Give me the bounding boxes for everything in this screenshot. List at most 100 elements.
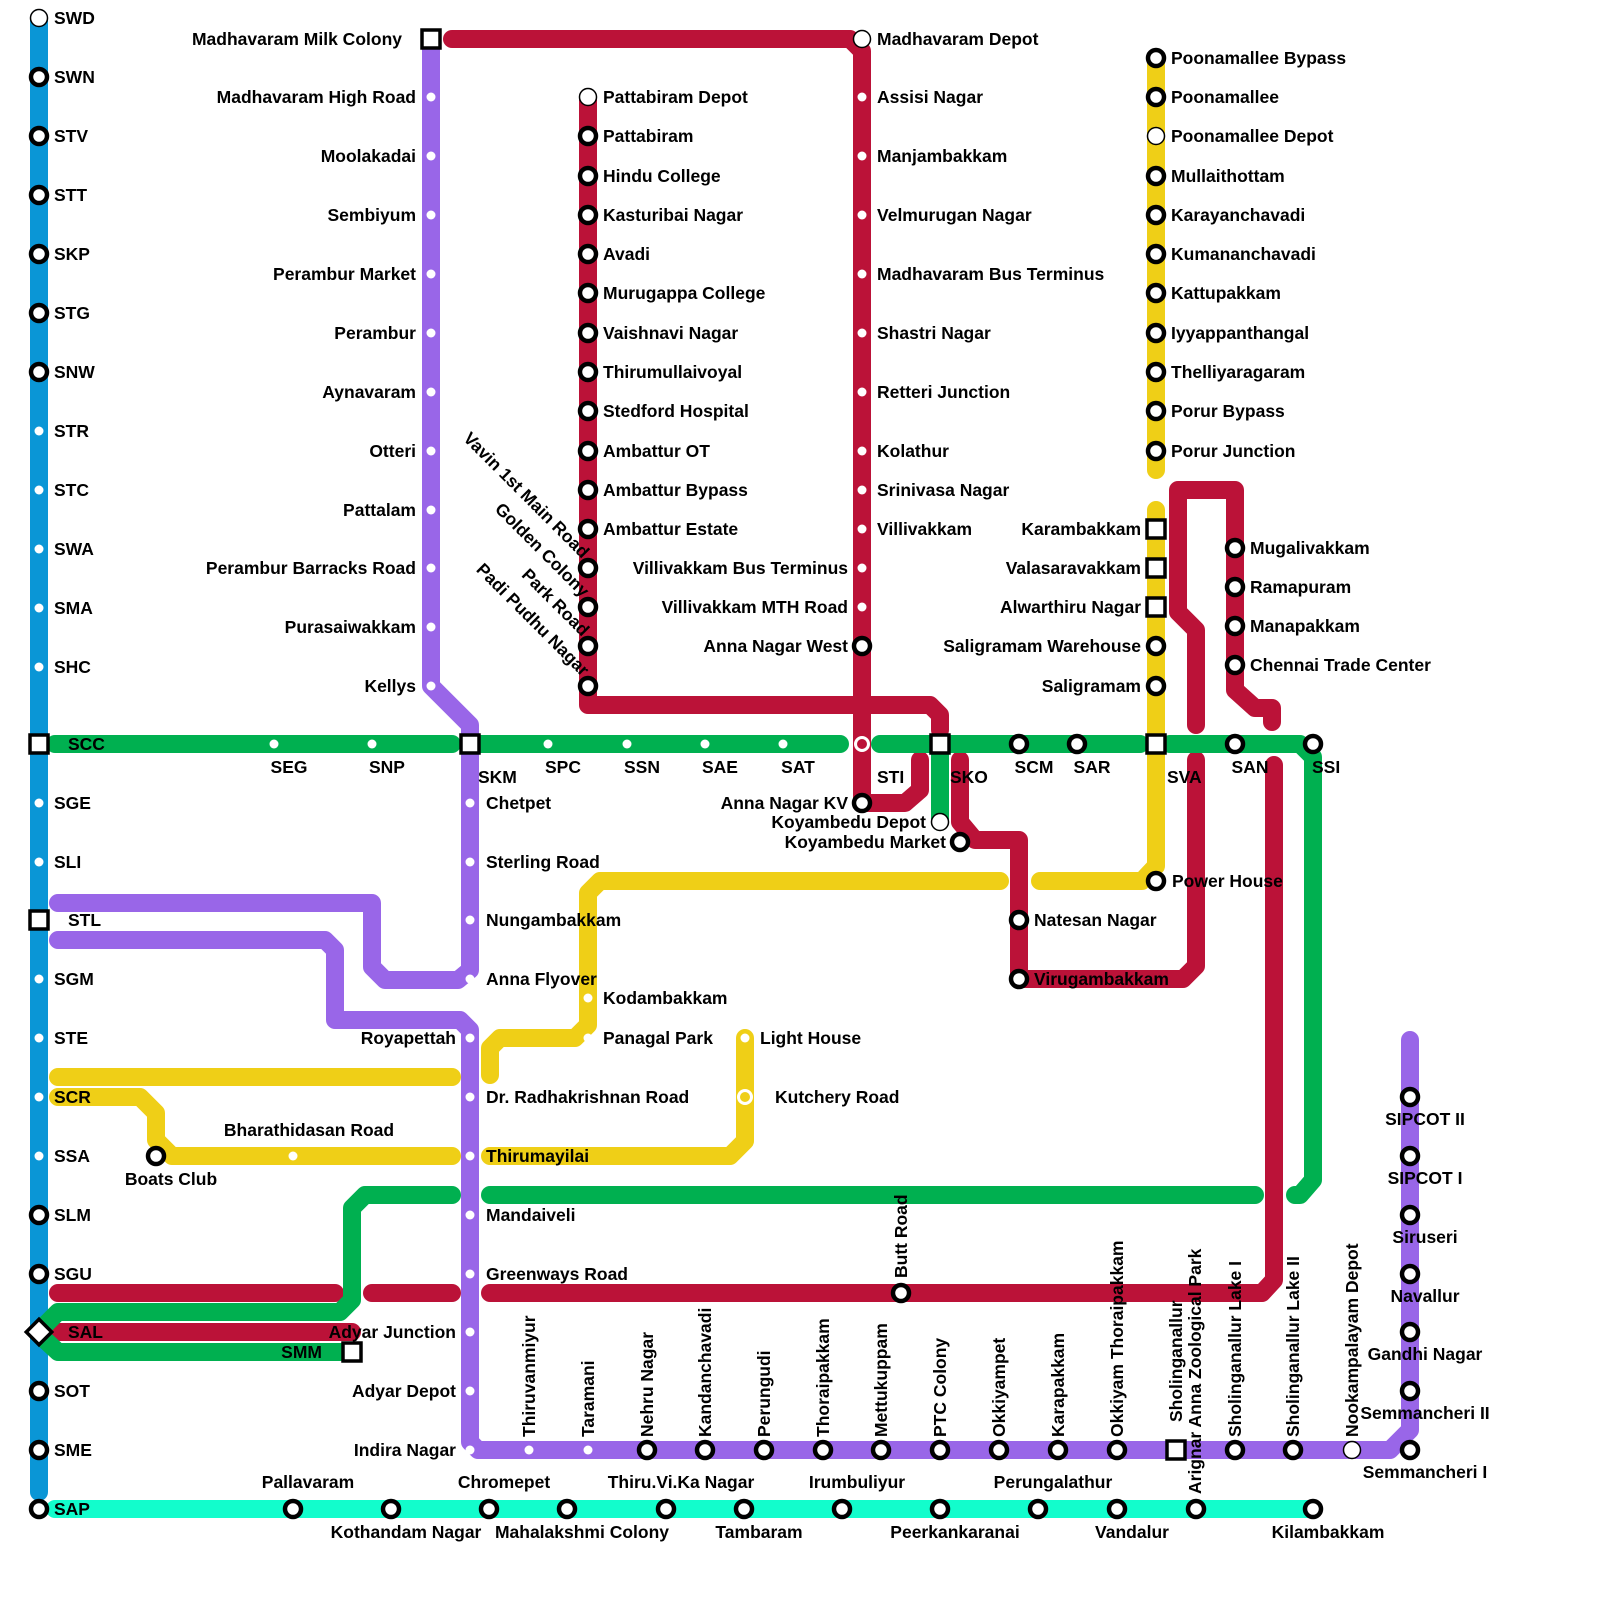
station-str-label: STR xyxy=(54,421,89,441)
station-nookampalayam-depot-label: Nookampalayam Depot xyxy=(1342,1243,1362,1437)
station-shc-marker xyxy=(34,662,44,672)
station-sot-label: SOT xyxy=(54,1381,90,1401)
station-stl-marker xyxy=(28,909,50,931)
station-koyambedu-market-label: Koyambedu Market xyxy=(785,832,947,852)
station-sgu-label: SGU xyxy=(54,1264,92,1284)
station-madhavaram-high-road-label: Madhavaram High Road xyxy=(217,87,416,107)
station-kilambakkam-label: Kilambakkam xyxy=(1272,1522,1385,1542)
station-seg-marker xyxy=(269,739,279,749)
station-thirumullaivoyal-label: Thirumullaivoyal xyxy=(603,362,742,382)
station-light-house-label: Light House xyxy=(760,1028,861,1048)
station-stv-marker xyxy=(28,125,50,147)
station-scm-marker xyxy=(1008,733,1030,755)
station-taramani-marker xyxy=(583,1445,593,1455)
station-sme-label: SME xyxy=(54,1440,92,1460)
station-kasturibai-nagar-marker xyxy=(577,204,599,226)
red-line-segment xyxy=(951,751,1205,988)
station-sgm-marker xyxy=(34,974,44,984)
station-kothandam-nagar-marker xyxy=(380,1498,402,1520)
station-greenways-road-label: Greenways Road xyxy=(486,1264,628,1284)
purple-line-segment xyxy=(49,30,479,989)
station-mettukuppam-label: Mettukuppam xyxy=(871,1323,891,1437)
station-dr-radhakrishnan-road-marker xyxy=(465,1092,475,1102)
station-snw-label: SNW xyxy=(54,362,95,382)
station-thirumullaivoyal-marker xyxy=(577,361,599,383)
station-sembiyum-label: Sembiyum xyxy=(328,205,417,225)
station-perambur-market-label: Perambur Market xyxy=(273,264,416,284)
station-park-road-marker xyxy=(577,635,599,657)
station-ambattur-bypass-label: Ambattur Bypass xyxy=(603,480,748,500)
station-mullaithottam-label: Mullaithottam xyxy=(1171,166,1285,186)
station-perungudi-label: Perungudi xyxy=(754,1350,774,1437)
station-power-house-label: Power House xyxy=(1172,871,1283,891)
station-adyar-depot-label: Adyar Depot xyxy=(352,1381,456,1401)
station-mandaiveli-label: Mandaiveli xyxy=(486,1205,575,1225)
station-butt-road-marker xyxy=(890,1282,912,1304)
station-peerkankaranai-marker xyxy=(929,1498,951,1520)
station-indira-nagar-marker xyxy=(465,1445,475,1455)
station-chennai-trade-center-label: Chennai Trade Center xyxy=(1250,655,1431,675)
station-scm-label: SCM xyxy=(1015,757,1054,777)
station-sgu-marker xyxy=(28,1263,50,1285)
station-aynavaram-label: Aynavaram xyxy=(322,382,416,402)
station-skm-marker xyxy=(459,733,481,755)
station-siruseri-label: Siruseri xyxy=(1392,1227,1457,1247)
station-vaishnavi-nagar-label: Vaishnavi Nagar xyxy=(603,323,738,343)
station-mugalivakkam-marker xyxy=(1224,537,1246,559)
station-anna-nagar-kv-marker xyxy=(851,792,873,814)
station-karayanchavadi-marker xyxy=(1145,204,1167,226)
station-sgm-label: SGM xyxy=(54,969,94,989)
station-nungambakkam-label: Nungambakkam xyxy=(486,910,621,930)
station-ptc-colony-marker xyxy=(929,1439,951,1461)
station-smm-marker xyxy=(341,1341,363,1363)
station-saligramam-warehouse-label: Saligramam Warehouse xyxy=(943,636,1141,656)
station-mandaiveli-marker xyxy=(465,1210,475,1220)
station-saligramam-marker xyxy=(1145,675,1167,697)
station-ambattur-ot-marker xyxy=(577,440,599,462)
station-assisi-nagar-marker xyxy=(857,92,867,102)
station-hindu-college-label: Hindu College xyxy=(603,166,721,186)
station-manapakkam-marker xyxy=(1224,615,1246,637)
station-vandalur-label: Vandalur xyxy=(1095,1522,1169,1542)
station-sipcot-i-marker xyxy=(1399,1145,1421,1167)
station-stt-label: STT xyxy=(54,185,87,205)
station-poonamallee-depot-marker xyxy=(1146,126,1166,146)
station-peerkankaranai-label: Peerkankaranai xyxy=(890,1522,1019,1542)
station-stg-marker xyxy=(28,302,50,324)
station-boats-club-label: Boats Club xyxy=(125,1169,217,1189)
station-mullaithottam-marker xyxy=(1145,165,1167,187)
station-pattabiram-depot-label: Pattabiram Depot xyxy=(603,87,748,107)
station-ambattur-ot-label: Ambattur OT xyxy=(603,441,710,461)
station-madhavaram-milk-colony-label: Madhavaram Milk Colony xyxy=(192,29,402,49)
station-kattupakkam-marker xyxy=(1145,282,1167,304)
station-sholinganallur-lake-ii-marker xyxy=(1282,1439,1304,1461)
station-vavin-1st-main-road-marker xyxy=(577,557,599,579)
station-mahalakshmi-colony-label: Mahalakshmi Colony xyxy=(495,1522,669,1542)
station-sholinganallur-lake-i-marker xyxy=(1224,1439,1246,1461)
station-madhavaram-depot-label: Madhavaram Depot xyxy=(877,29,1039,49)
station-moolakadai-label: Moolakadai xyxy=(321,146,416,166)
station-hindu-college-marker xyxy=(577,165,599,187)
station-light-house-marker xyxy=(740,1033,750,1043)
station-sipcot-ii-marker xyxy=(1399,1086,1421,1108)
station-san-label: SAN xyxy=(1232,757,1269,777)
station-sholinganallur-label: Sholinganallur xyxy=(1166,1300,1186,1422)
station-anna-nagar-west-marker xyxy=(851,635,873,657)
station-sholinganallur-marker xyxy=(1165,1439,1187,1461)
station-irumbuliyur-label: Irumbuliyur xyxy=(809,1472,905,1492)
station-anna-flyover-label: Anna Flyover xyxy=(486,969,597,989)
station-kellys-label: Kellys xyxy=(364,676,416,696)
station-sge-label: SGE xyxy=(54,793,91,813)
station-arignar-anna-zoological-park-marker xyxy=(1185,1498,1207,1520)
station-velmurugan-nagar-label: Velmurugan Nagar xyxy=(877,205,1032,225)
station-slm-label: SLM xyxy=(54,1205,91,1225)
station-avadi-label: Avadi xyxy=(603,244,650,264)
station-kattupakkam-label: Kattupakkam xyxy=(1171,283,1281,303)
station-mugalivakkam-label: Mugalivakkam xyxy=(1250,538,1370,558)
station-nookampalayam-depot-marker xyxy=(1342,1440,1362,1460)
station-otteri-marker xyxy=(426,446,436,456)
station-ssi-label: SSI xyxy=(1312,757,1340,777)
station-karapakkam-marker xyxy=(1047,1439,1069,1461)
station-stedford-hospital-marker xyxy=(577,400,599,422)
station-kolathur-marker xyxy=(857,446,867,456)
